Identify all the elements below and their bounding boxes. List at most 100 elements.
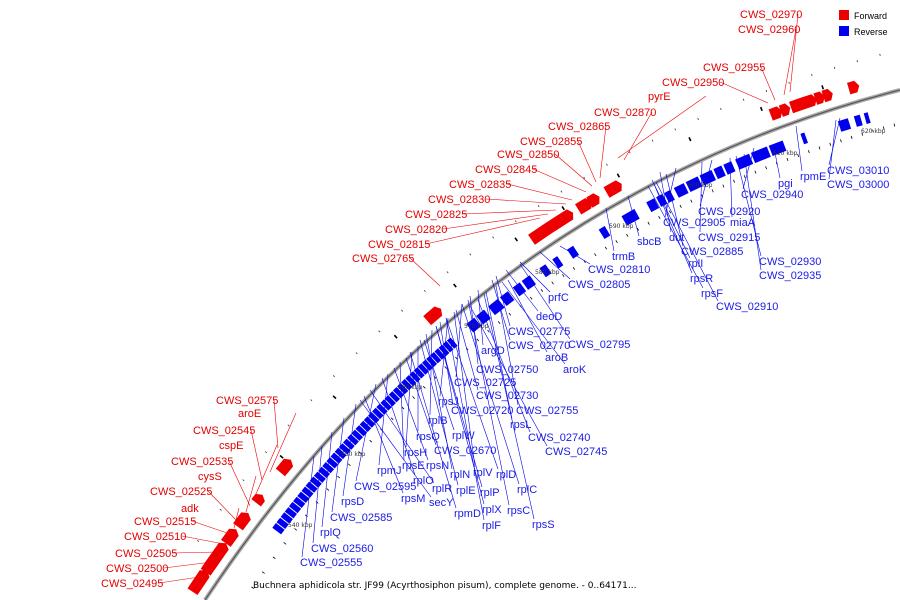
leader-line xyxy=(462,209,557,215)
legend-forward-label: Forward xyxy=(854,11,887,21)
outer-dot xyxy=(446,271,449,274)
gene-label: aroK xyxy=(563,364,587,376)
leader-line xyxy=(735,155,762,257)
leader-line xyxy=(699,161,703,233)
outer-dot xyxy=(651,139,654,142)
gene-label: CWS_02920 xyxy=(698,206,760,218)
leader-line xyxy=(245,475,257,513)
tick xyxy=(347,463,351,467)
gene-block xyxy=(388,391,400,403)
genome-caption: Buchnera aphidicola str. JF99 (Acyrthosi… xyxy=(253,581,636,591)
leader-line xyxy=(519,261,551,293)
legend-reverse-label: Reverse xyxy=(854,27,888,37)
outer-dot xyxy=(788,81,790,84)
leader-line xyxy=(455,309,479,391)
gene-label: CWS_02755 xyxy=(516,405,578,417)
gene-block xyxy=(799,94,817,110)
leader-line xyxy=(301,455,315,558)
leader-line xyxy=(409,257,441,287)
gene-label: pyrE xyxy=(648,91,671,103)
leader-line xyxy=(393,367,429,461)
gene-block xyxy=(446,337,458,349)
tick xyxy=(647,221,650,225)
leader-line xyxy=(425,217,541,245)
outer-dot xyxy=(856,60,858,63)
leader-line xyxy=(828,119,837,180)
gene-label: CWS_02825 xyxy=(405,209,467,221)
kbp-label: 580 kbp xyxy=(535,269,560,276)
tick-major xyxy=(279,454,284,459)
gene-label: rpsJ xyxy=(438,396,459,408)
leader-line xyxy=(501,281,566,365)
gene-label: cspE xyxy=(219,440,243,452)
gene-block xyxy=(376,403,388,415)
leader-line xyxy=(539,251,571,280)
gene-block xyxy=(401,378,413,391)
tick xyxy=(861,132,864,136)
tick xyxy=(369,439,373,443)
leader-line xyxy=(321,431,333,528)
gene-block xyxy=(413,367,425,379)
tick xyxy=(711,189,714,193)
tick xyxy=(272,556,276,559)
gene-label: rpsF xyxy=(701,288,723,300)
gene-block xyxy=(528,223,551,245)
gene-block xyxy=(442,341,454,353)
leader-line xyxy=(483,293,535,520)
tick xyxy=(572,266,576,270)
tick xyxy=(251,586,255,589)
gene-block xyxy=(521,275,536,290)
leader-line xyxy=(665,173,684,247)
gene-block xyxy=(586,193,600,208)
gene-block xyxy=(664,190,675,203)
gene-label: CWS_02510 xyxy=(124,531,186,543)
leader-line xyxy=(399,361,405,461)
leader-line xyxy=(506,183,573,201)
leader-line xyxy=(191,520,231,535)
leader-line xyxy=(423,339,455,431)
tick xyxy=(444,366,448,369)
gene-label: rpsQ xyxy=(416,431,440,443)
leader-line xyxy=(405,351,413,448)
gene-label: CWS_02505 xyxy=(115,548,177,560)
outer-dot xyxy=(742,98,745,101)
kbp-label: 600 kbp xyxy=(688,182,713,189)
gene-label: rpsM xyxy=(401,493,425,505)
leader-line xyxy=(453,311,476,468)
outer-dot xyxy=(469,253,472,256)
gene-label: deoD xyxy=(536,311,562,323)
gene-block xyxy=(821,88,833,103)
gene-block xyxy=(750,146,771,164)
gene-block xyxy=(275,458,294,477)
tick xyxy=(807,150,810,154)
tick xyxy=(358,451,362,455)
gene-label: rplW xyxy=(452,430,475,442)
tick xyxy=(882,126,885,130)
gene-label: CWS_02930 xyxy=(759,256,821,268)
tick xyxy=(283,542,287,545)
gene-block xyxy=(430,352,442,364)
leader-line xyxy=(250,429,263,481)
gene-block xyxy=(384,395,396,407)
leader-line xyxy=(743,153,762,271)
gene-label: argD xyxy=(481,345,505,357)
tick xyxy=(455,356,458,360)
gene-blocks xyxy=(187,80,871,595)
gene-block xyxy=(392,387,405,399)
tick xyxy=(797,153,800,158)
tick xyxy=(401,406,405,410)
kbp-labels: 540 kbp 550 kbp 560 kbp 570 kbp 580 kbp 590 k… xyxy=(288,128,886,529)
gene-labels: CWS_02970 CWS_02960 CWS_02955 CWS_02950 pyrE… xyxy=(101,9,889,590)
gene-label: rplO xyxy=(413,475,434,487)
outer-dot xyxy=(720,107,722,111)
gene-block xyxy=(417,363,429,375)
tick xyxy=(604,246,608,250)
kbp-label: 540 kbp xyxy=(288,522,313,529)
gene-block xyxy=(297,491,310,503)
gene-block xyxy=(847,80,860,95)
tick xyxy=(636,227,640,231)
outer-dot xyxy=(332,375,335,378)
gene-label: aroB xyxy=(545,352,568,364)
gene-label: CWS_02770 xyxy=(508,340,570,352)
